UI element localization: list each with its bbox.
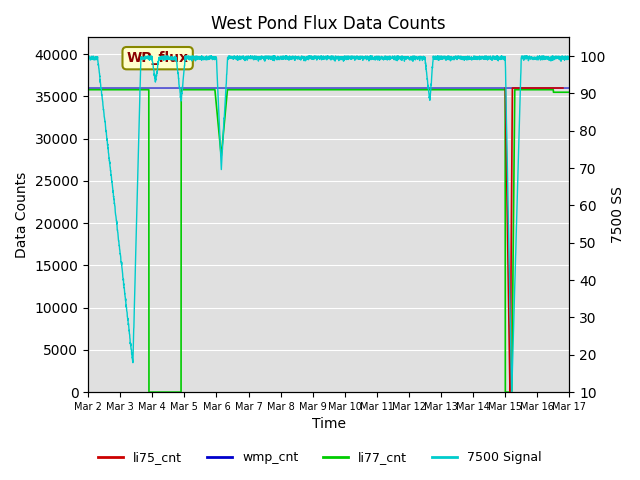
Text: WP_flux: WP_flux — [127, 51, 189, 65]
Y-axis label: 7500 SS: 7500 SS — [611, 186, 625, 243]
Title: West Pond Flux Data Counts: West Pond Flux Data Counts — [211, 15, 446, 33]
Legend: li75_cnt, wmp_cnt, li77_cnt, 7500 Signal: li75_cnt, wmp_cnt, li77_cnt, 7500 Signal — [93, 446, 547, 469]
X-axis label: Time: Time — [312, 418, 346, 432]
Y-axis label: Data Counts: Data Counts — [15, 172, 29, 258]
